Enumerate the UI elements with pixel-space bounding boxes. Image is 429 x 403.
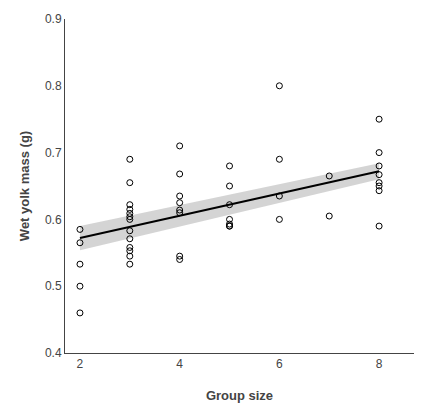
svg-text:0.6: 0.6 [45,213,62,227]
svg-text:8: 8 [376,357,383,371]
svg-text:2: 2 [77,357,84,371]
svg-text:0.7: 0.7 [45,146,62,160]
svg-text:0.8: 0.8 [45,79,62,93]
svg-text:Wet yolk mass (g): Wet yolk mass (g) [17,131,32,241]
svg-text:0.4: 0.4 [45,346,62,360]
svg-text:Group size: Group size [206,388,273,403]
svg-text:4: 4 [176,357,183,371]
svg-text:0.9: 0.9 [45,12,62,26]
svg-text:0.5: 0.5 [45,279,62,293]
svg-text:6: 6 [276,357,283,371]
